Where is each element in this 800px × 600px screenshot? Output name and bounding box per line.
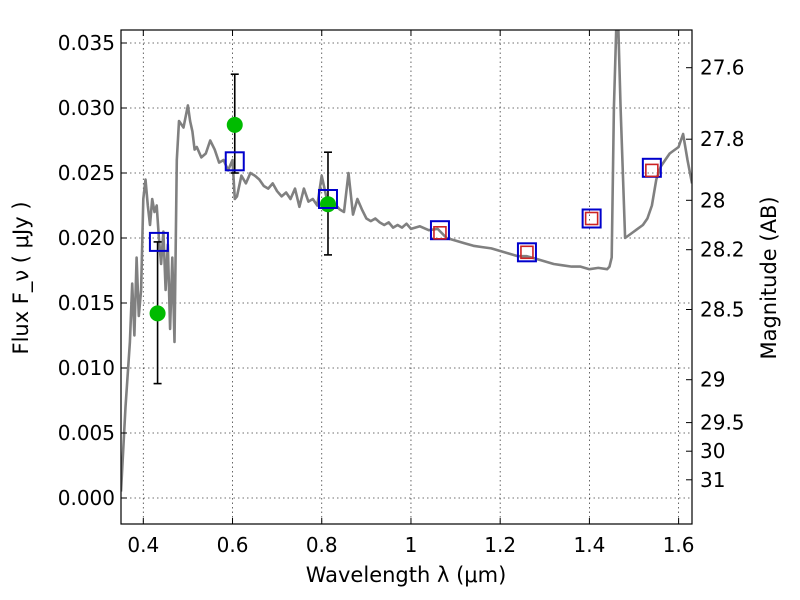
plot-frame	[120, 29, 693, 525]
y-tick-label: 0.030	[58, 96, 115, 120]
x-tick-label: 1.2	[484, 533, 516, 557]
y-tick-label: 0.005	[58, 421, 115, 445]
model-spectrum-line	[121, 30, 692, 492]
model-photometry-square	[516, 242, 537, 263]
y-tick-label: 0.025	[58, 161, 115, 185]
model-photometry-square	[148, 231, 169, 252]
y2-tick-label: 28.5	[700, 298, 745, 322]
model-photometry-inner-square	[584, 211, 599, 226]
x-tick-label: 0.6	[217, 533, 249, 557]
x-axis-label: Wavelength λ (μm)	[306, 563, 507, 587]
y2-axis-label: Magnitude (AB)	[757, 196, 781, 359]
model-photometry-square	[317, 189, 338, 209]
x-tick-label: 1.4	[573, 533, 605, 557]
y-tick-label: 0.000	[58, 486, 115, 510]
grid	[121, 30, 692, 524]
x-tick-label: 0.4	[127, 533, 159, 557]
y2-tick-label: 29.5	[700, 411, 745, 435]
y-axis-label: Flux F_ν ( μJy )	[9, 201, 34, 354]
model-photometry-square	[224, 151, 245, 172]
x-tick-label: 1	[405, 533, 418, 557]
model-photometry-inner-square	[645, 163, 659, 178]
observed-point	[226, 116, 243, 133]
y2-tick-label: 27.6	[700, 56, 745, 80]
model-photometry-inner-square	[520, 245, 534, 260]
y2-tick-label: 31	[700, 468, 725, 492]
y2-tick-label: 29	[700, 368, 725, 392]
y2-tick-label: 30	[700, 439, 725, 463]
model-photometry-inner-square	[433, 226, 447, 240]
y-tick-label: 0.015	[58, 291, 115, 315]
axes: 0.4 0.6 0.8 1 1.2 1.4 1.6 0.000 0.005 0.010 0.015 0…	[58, 30, 745, 557]
y-tick-label: 0.010	[58, 356, 115, 380]
y2-tick-label: 28.2	[700, 238, 745, 262]
y2-tick-label: 28	[700, 188, 725, 212]
y2-tick-label: 27.8	[700, 127, 745, 151]
observed-point	[149, 305, 166, 322]
model-photometry-square	[581, 208, 602, 229]
y-tick-label: 0.020	[58, 226, 115, 250]
y-tick-label: 0.035	[58, 31, 115, 55]
x-tick-label: 1.6	[663, 533, 695, 557]
plot-area	[121, 30, 692, 492]
observed-point	[319, 196, 336, 213]
x-tick-label: 0.8	[306, 533, 338, 557]
